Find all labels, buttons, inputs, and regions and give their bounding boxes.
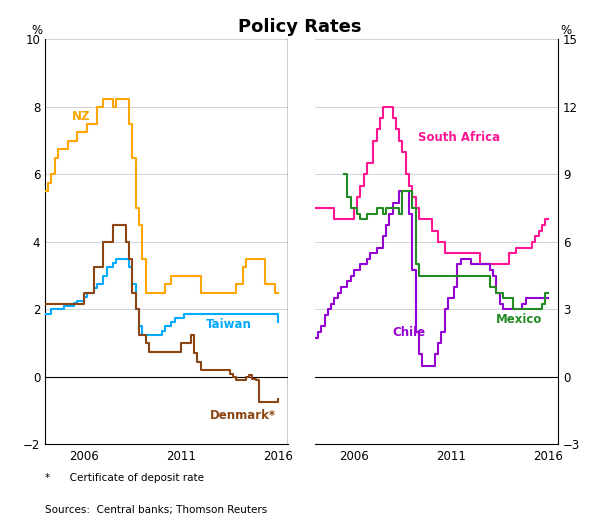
Text: South Africa: South Africa bbox=[418, 130, 500, 144]
Text: *      Certificate of deposit rate: * Certificate of deposit rate bbox=[45, 473, 204, 483]
Text: Mexico: Mexico bbox=[496, 313, 542, 326]
Text: Denmark*: Denmark* bbox=[210, 409, 277, 422]
Text: Sources:  Central banks; Thomson Reuters: Sources: Central banks; Thomson Reuters bbox=[45, 505, 267, 515]
Text: Taiwan: Taiwan bbox=[206, 318, 252, 331]
Text: NZ: NZ bbox=[72, 110, 91, 124]
Text: Chile: Chile bbox=[393, 327, 426, 339]
Text: %: % bbox=[560, 24, 572, 37]
Text: Policy Rates: Policy Rates bbox=[238, 18, 362, 36]
Text: %: % bbox=[31, 24, 43, 37]
